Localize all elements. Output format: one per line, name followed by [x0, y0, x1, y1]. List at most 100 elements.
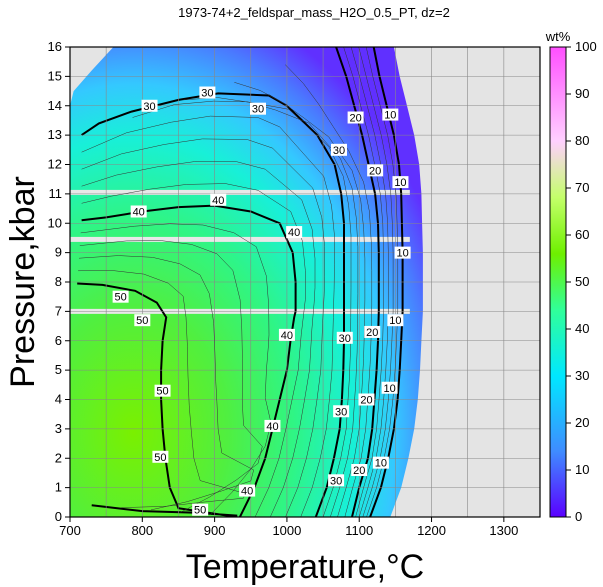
- contour-label-30: 30: [339, 333, 351, 345]
- y-tick-label: 9: [55, 245, 62, 260]
- contour-label-40: 40: [241, 486, 253, 498]
- thin-contour-line: [365, 47, 399, 517]
- y-tick-label: 14: [48, 98, 62, 113]
- x-tick-label: 800: [131, 523, 153, 538]
- contour-label-30: 30: [335, 406, 347, 418]
- contour-label-40: 40: [288, 227, 300, 239]
- contour-label-50: 50: [136, 315, 148, 327]
- contour-label-20: 20: [360, 395, 372, 407]
- contour-label-bg: [387, 314, 404, 327]
- thin-contour-line: [350, 47, 389, 517]
- contour-label-bg: [364, 325, 381, 338]
- colorbar-tick-label: 90: [575, 86, 589, 101]
- contour-label-bg: [210, 193, 227, 206]
- y-tick-label: 13: [48, 127, 62, 142]
- y-tick-label: 5: [55, 362, 62, 377]
- contour-label-30: 30: [252, 104, 264, 116]
- colorbar-tick-label: 50: [575, 274, 589, 289]
- contour-label-bg: [278, 328, 295, 341]
- contour-label-20: 20: [353, 465, 365, 477]
- colorbar-tick-label: 40: [575, 321, 589, 336]
- thin-contour-line: [81, 138, 325, 517]
- contour-label-bg: [239, 484, 256, 497]
- contour-label-50: 50: [114, 292, 126, 304]
- y-tick-label: 15: [48, 68, 62, 83]
- contour-label-30: 30: [201, 88, 213, 100]
- thin-contour-line: [132, 100, 352, 517]
- contour-label-bg: [358, 393, 375, 406]
- contour-label-40: 40: [133, 207, 145, 219]
- contour-label-bg: [112, 290, 129, 303]
- contour-label-bg: [367, 164, 384, 177]
- thin-contour-line: [79, 240, 263, 513]
- colorbar-tick-label: 100: [575, 39, 597, 54]
- contour-label-10: 10: [396, 248, 408, 260]
- colorbar-tick-label: 80: [575, 133, 589, 148]
- thin-contour-line: [78, 270, 246, 508]
- contour-label-bg: [381, 381, 398, 394]
- contour-label-20: 20: [366, 327, 378, 339]
- contour-label-30: 30: [143, 101, 155, 113]
- contour-label-bg: [250, 102, 266, 115]
- contour-label-10: 10: [389, 315, 401, 327]
- contour-label-bg: [351, 464, 368, 476]
- x-tick-label: 1000: [272, 523, 301, 538]
- x-tick-label: 900: [204, 523, 226, 538]
- colorbar-label: wt%: [545, 29, 571, 44]
- contour-label-bg: [394, 246, 411, 259]
- thin-contour-line: [285, 64, 373, 517]
- contour-label-bg: [199, 86, 216, 99]
- colorbar-bar: [549, 46, 567, 518]
- thin-contour-line: [81, 115, 335, 517]
- y-tick-label: 0: [55, 509, 62, 524]
- y-tick-label: 12: [48, 157, 62, 172]
- thin-contour-line: [358, 47, 394, 517]
- colorbar-tick-label: 10: [575, 462, 589, 477]
- contour-label-10: 10: [383, 383, 395, 395]
- contour-label-bg: [154, 384, 171, 397]
- contour-label-bg: [134, 314, 151, 327]
- colorbar-tick-label: 0: [575, 509, 582, 524]
- thin-contour-line: [343, 47, 384, 517]
- colorbar-tick-label: 70: [575, 180, 589, 195]
- thin-contour-line: [81, 161, 316, 517]
- contour-label-bg: [141, 99, 158, 112]
- contour-label-20: 20: [369, 165, 381, 177]
- contour-label-bg: [152, 450, 169, 463]
- contour-label-50: 50: [156, 386, 168, 398]
- contour-label-10: 10: [384, 110, 396, 122]
- y-tick-label: 11: [49, 186, 63, 201]
- thin-contours: [78, 47, 399, 517]
- contour-label-30: 30: [333, 145, 345, 157]
- contour-label-bg: [286, 226, 303, 239]
- y-tick-label: 6: [55, 333, 62, 348]
- x-tick-label: 700: [59, 523, 81, 538]
- y-tick-label: 16: [48, 39, 62, 54]
- y-tick-label: 8: [55, 274, 62, 289]
- contour-label-bg: [392, 176, 409, 189]
- contour-label-bg: [264, 419, 281, 432]
- contour-label-50: 50: [154, 452, 166, 464]
- y-tick-label: 3: [55, 421, 62, 436]
- colorbar-tick-label: 30: [575, 368, 589, 383]
- contour-label-bg: [382, 108, 399, 121]
- contour-line-40: [81, 204, 297, 517]
- x-tick-label: 1100: [345, 523, 373, 538]
- contour-label-bg: [130, 205, 147, 218]
- missing-data-band: [70, 236, 410, 242]
- contour-label-bg: [336, 331, 353, 344]
- contour-label-20: 20: [349, 113, 361, 125]
- x-axis-label: Temperature,°C: [186, 548, 424, 586]
- thin-contour-line: [81, 183, 306, 517]
- contour-label-bg: [372, 456, 389, 469]
- contour-label-bg: [347, 111, 364, 124]
- contour-label-10: 10: [375, 458, 387, 470]
- contour-label-30: 30: [330, 475, 342, 487]
- colorbar-tick-label: 20: [575, 415, 589, 430]
- contour-label-40: 40: [266, 421, 278, 433]
- contour-label-40: 40: [212, 195, 224, 207]
- contour-label-bg: [333, 405, 350, 418]
- y-axis-label: Pressure,kbar: [4, 176, 42, 388]
- thin-contour-line: [183, 97, 359, 517]
